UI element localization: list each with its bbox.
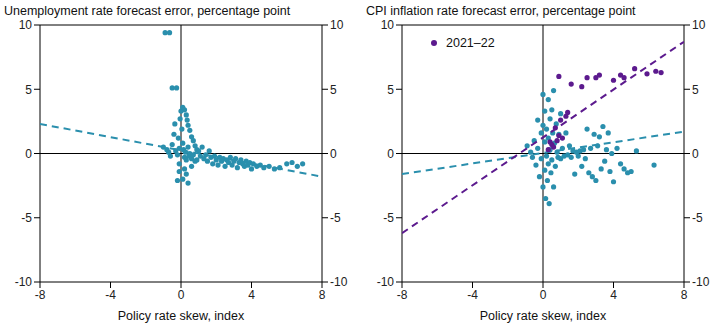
svg-text:8: 8	[319, 288, 326, 302]
svg-text:4: 4	[610, 288, 617, 302]
html-text:CPI inflation rate forecast er: CPI inflation rate forecast error, perce…	[366, 4, 636, 18]
svg-text:5: 5	[692, 83, 699, 97]
svg-text:10: 10	[330, 18, 344, 32]
svg-text:-5: -5	[330, 211, 341, 225]
svg-text:-8: -8	[35, 288, 46, 302]
svg-text:Policy rate skew, index: Policy rate skew, index	[480, 309, 607, 323]
svg-text:0: 0	[540, 288, 547, 302]
svg-text:-10: -10	[15, 275, 33, 289]
svg-text:-10: -10	[330, 275, 348, 289]
svg-text:0: 0	[25, 147, 32, 161]
svg-text:-5: -5	[21, 211, 32, 225]
svg-text:-4: -4	[467, 288, 478, 302]
svg-text:10: 10	[19, 18, 33, 32]
svg-text:-8: -8	[397, 288, 408, 302]
html-text:Unemployment rate forecast err: Unemployment rate forecast error, percen…	[4, 4, 291, 18]
svg-text:10: 10	[692, 18, 706, 32]
svg-text:0: 0	[178, 288, 185, 302]
svg-text:Policy rate skew, index: Policy rate skew, index	[118, 309, 245, 323]
svg-text:0: 0	[387, 147, 394, 161]
html-text:2021–22: 2021–22	[446, 36, 495, 50]
svg-text:8: 8	[681, 288, 688, 302]
svg-text:-10: -10	[692, 275, 710, 289]
svg-text:5: 5	[387, 83, 394, 97]
svg-text:5: 5	[25, 83, 32, 97]
svg-text:0: 0	[692, 147, 699, 161]
svg-text:10: 10	[381, 18, 395, 32]
svg-text:5: 5	[330, 83, 337, 97]
svg-text:-5: -5	[692, 211, 703, 225]
svg-text:-10: -10	[377, 275, 395, 289]
svg-text:-4: -4	[105, 288, 116, 302]
svg-text:4: 4	[248, 288, 255, 302]
svg-text:0: 0	[330, 147, 337, 161]
svg-text:-5: -5	[383, 211, 394, 225]
